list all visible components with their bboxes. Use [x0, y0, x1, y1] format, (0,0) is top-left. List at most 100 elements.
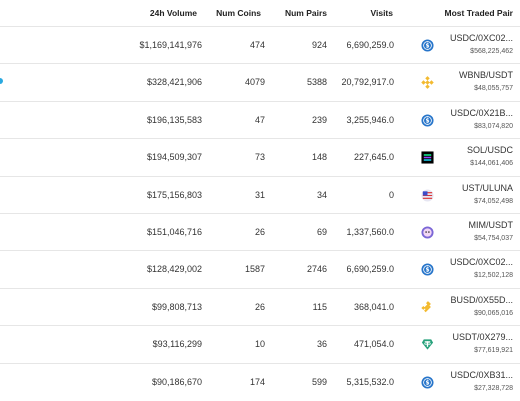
- sol-icon: [421, 151, 434, 164]
- cell-24h-volume: $175,156,803: [146, 189, 202, 200]
- cell-num-coins: 26: [254, 227, 265, 237]
- pair-volume: $54,754,037: [474, 235, 513, 242]
- pair-volume: $74,052,498: [474, 197, 513, 205]
- cell-num-coins: 4079: [244, 77, 265, 88]
- pair-name-link[interactable]: WBNB/USDT: [459, 70, 513, 81]
- cell-24h-volume: $194,509,307: [146, 152, 202, 163]
- cell-num-pairs: 115: [312, 301, 327, 312]
- header-visits[interactable]: Visits: [370, 8, 393, 18]
- cell-most-traded-pair[interactable]: $ USDC/0XB31... $27,328,728: [421, 364, 513, 401]
- cell-visits: 0: [388, 189, 394, 200]
- pair-name-link[interactable]: USDC/0XC02...: [449, 257, 513, 268]
- cell-num-coins: 26: [254, 301, 265, 312]
- cell-24h-volume: $196,135,583: [146, 114, 202, 125]
- cell-most-traded-pair[interactable]: BUSD/0X55D... $90,065,016: [421, 289, 513, 326]
- cell-num-coins: 31: [254, 189, 265, 200]
- cell-most-traded-pair[interactable]: UST/ULUNA $74,052,498: [421, 177, 513, 214]
- pair-volume: $77,619,921: [474, 347, 513, 355]
- cell-num-pairs: 2746: [306, 264, 327, 275]
- pair-volume: $12,502,128: [474, 272, 513, 280]
- pair-name-link[interactable]: USDC/0XC02...: [449, 33, 513, 43]
- pair-volume: $27,328,728: [474, 384, 513, 392]
- cell-24h-volume: $99,808,713: [151, 301, 202, 312]
- cell-visits: 6,690,259.0: [346, 40, 394, 50]
- busd-icon: [421, 300, 434, 314]
- cell-num-pairs: 148: [311, 152, 327, 163]
- cell-visits: 5,315,532.0: [346, 376, 394, 387]
- cell-24h-volume: $1,169,141,976: [139, 40, 202, 50]
- cell-visits: 227,645.0: [353, 152, 394, 163]
- header-num-coins[interactable]: Num Coins: [216, 8, 261, 18]
- cell-num-pairs: 239: [311, 114, 327, 125]
- cell-num-coins: 10: [254, 339, 265, 350]
- pair-volume: $568,225,462: [470, 48, 513, 55]
- ust-icon: [421, 189, 434, 202]
- cell-24h-volume: $128,429,002: [146, 264, 202, 275]
- cell-num-pairs: 924: [311, 40, 327, 50]
- cell-visits: 1,337,560.0: [346, 227, 394, 237]
- cell-most-traded-pair[interactable]: MIM/USDT $54,754,037: [421, 214, 513, 251]
- cell-24h-volume: $328,421,906: [146, 77, 202, 88]
- table-row[interactable]: $90,186,670 174 599 5,315,532.0 $ USDC/0…: [0, 362, 520, 401]
- cell-24h-volume: $90,186,670: [151, 376, 202, 387]
- cell-visits: 368,041.0: [353, 301, 394, 312]
- header-most-traded-pair: Most Traded Pair: [444, 8, 514, 18]
- cell-most-traded-pair[interactable]: $ USDC/0XC02... $568,225,462: [421, 27, 513, 64]
- pair-volume: $48,055,757: [474, 85, 513, 93]
- svg-text:$: $: [425, 44, 429, 50]
- table-row[interactable]: $99,808,713 26 115 368,041.0 BUSD/0X55D.…: [0, 287, 520, 326]
- table-row[interactable]: $194,509,307 73 148 227,645.0 SOL/USDC $…: [0, 138, 520, 176]
- usdt-icon: [421, 338, 434, 351]
- cell-most-traded-pair[interactable]: WBNB/USDT $48,055,757: [421, 64, 513, 101]
- pair-name-link[interactable]: USDT/0X279...: [452, 332, 513, 343]
- pair-name-link[interactable]: BUSD/0X55D...: [450, 294, 513, 305]
- cell-num-coins: 47: [254, 114, 265, 125]
- cell-num-pairs: 36: [316, 339, 327, 350]
- cell-most-traded-pair[interactable]: $ USDC/0XC02... $12,502,128: [421, 251, 513, 288]
- svg-text:$: $: [425, 118, 429, 124]
- svg-text:$: $: [425, 268, 429, 274]
- cell-num-coins: 1587: [244, 264, 265, 275]
- table-row[interactable]: $1,169,141,976 474 924 6,690,259.0 $ USD…: [0, 26, 520, 64]
- table-header: 24h Volume Num Coins Num Pairs Visits Mo…: [0, 0, 520, 26]
- cell-num-coins: 73: [254, 152, 265, 163]
- cell-most-traded-pair[interactable]: USDT/0X279... $77,619,921: [421, 326, 513, 363]
- table-row[interactable]: $175,156,803 31 34 0 UST/ULUNA $74,052,4…: [0, 175, 520, 214]
- cell-visits: 6,690,259.0: [346, 264, 394, 275]
- pair-name-link[interactable]: USDC/0XB31...: [450, 369, 513, 380]
- status-dot-icon: [0, 78, 3, 85]
- cell-visits: 3,255,946.0: [346, 114, 394, 125]
- cell-num-pairs: 5388: [306, 77, 327, 88]
- cell-num-pairs: 599: [311, 376, 327, 387]
- mim-icon: [421, 226, 434, 239]
- cell-most-traded-pair[interactable]: SOL/USDC $144,061,406: [421, 139, 513, 176]
- table-row[interactable]: $196,135,583 47 239 3,255,946.0 $ USDC/0…: [0, 100, 520, 139]
- table-row[interactable]: $151,046,716 26 69 1,337,560.0 MIM/USDT …: [0, 213, 520, 251]
- pair-name-link[interactable]: MIM/USDT: [468, 220, 514, 230]
- bnb-icon: [421, 76, 434, 90]
- cell-visits: 20,792,917.0: [341, 77, 394, 88]
- usdc-icon: $: [421, 376, 434, 389]
- pair-name-link[interactable]: USDC/0X21B...: [450, 107, 513, 118]
- table-row[interactable]: $93,116,299 10 36 471,054.0 USDT/0X279..…: [0, 325, 520, 363]
- svg-text:$: $: [425, 380, 429, 386]
- table-row[interactable]: $128,429,002 1587 2746 6,690,259.0 $ USD…: [0, 250, 520, 288]
- cell-24h-volume: $93,116,299: [152, 339, 202, 350]
- header-24h-volume[interactable]: 24h Volume: [149, 8, 197, 18]
- cell-most-traded-pair[interactable]: $ USDC/0X21B... $83,074,820: [421, 102, 513, 139]
- table-row[interactable]: $328,421,906 4079 5388 20,792,917.0 WBNB…: [0, 63, 520, 101]
- cell-num-pairs: 69: [316, 227, 327, 237]
- header-num-pairs[interactable]: Num Pairs: [284, 8, 327, 18]
- pair-name-link[interactable]: UST/ULUNA: [461, 182, 513, 193]
- pair-volume: $83,074,820: [474, 122, 513, 130]
- cell-24h-volume: $151,046,716: [146, 227, 202, 237]
- cell-num-coins: 174: [249, 376, 265, 387]
- usdc-icon: $: [421, 263, 434, 276]
- cell-num-coins: 474: [249, 40, 265, 50]
- pair-volume: $144,061,406: [470, 160, 513, 168]
- pair-volume: $90,065,016: [474, 309, 513, 317]
- usdc-icon: $: [421, 114, 434, 127]
- cell-visits: 471,054.0: [353, 339, 394, 350]
- pair-name-link[interactable]: SOL/USDC: [466, 145, 513, 156]
